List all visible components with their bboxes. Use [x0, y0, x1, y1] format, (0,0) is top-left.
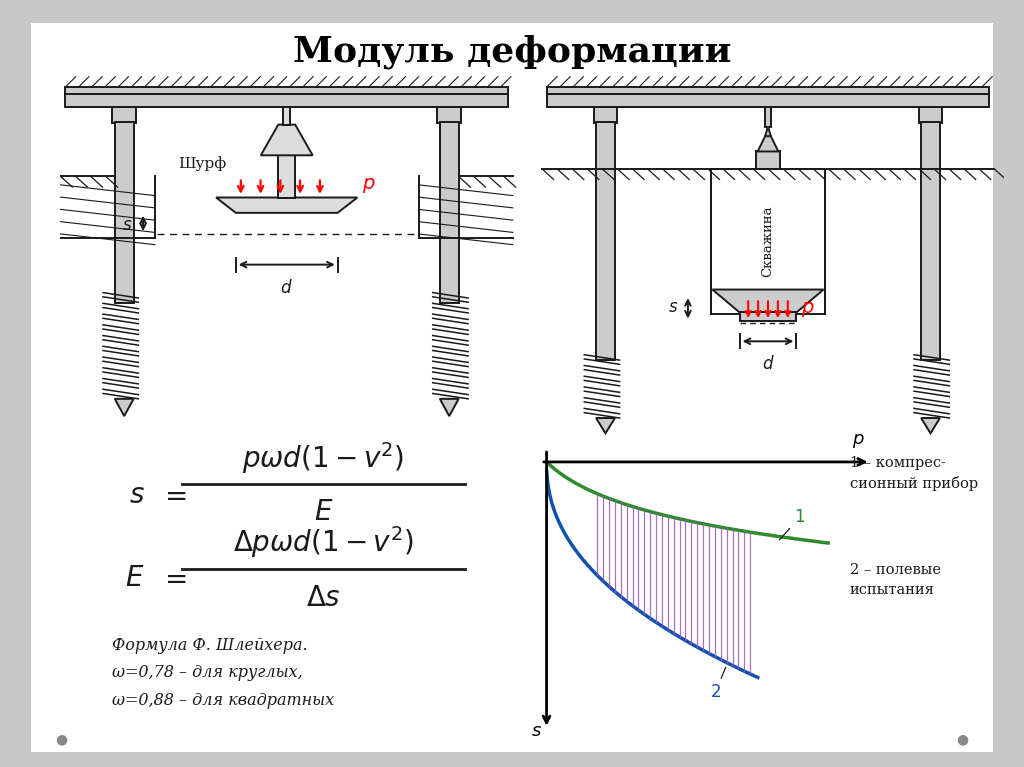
- Bar: [66, 87, 508, 94]
- Polygon shape: [216, 198, 357, 213]
- Bar: [756, 152, 780, 169]
- Polygon shape: [765, 127, 771, 137]
- Bar: [283, 107, 291, 125]
- Bar: [547, 94, 989, 107]
- Bar: [113, 107, 136, 123]
- Bar: [739, 312, 797, 321]
- Text: $E$: $E$: [125, 565, 144, 592]
- Bar: [596, 122, 614, 360]
- Text: $2$: $2$: [710, 667, 726, 700]
- Text: Шурф: Шурф: [178, 156, 226, 171]
- Text: $\Delta p\omega d\left(1 - v^2\right)$: $\Delta p\omega d\left(1 - v^2\right)$: [232, 524, 415, 560]
- Text: $d$: $d$: [281, 279, 293, 297]
- Bar: [115, 122, 133, 303]
- Polygon shape: [922, 418, 940, 433]
- Text: $s$: $s$: [669, 299, 679, 316]
- Text: Модуль деформации: Модуль деформации: [293, 35, 731, 69]
- Text: $p$: $p$: [852, 432, 865, 450]
- Text: $\Delta s$: $\Delta s$: [306, 584, 341, 612]
- Polygon shape: [115, 399, 133, 416]
- Bar: [437, 107, 461, 123]
- Text: $p\omega d\left(1 - v^2\right)$: $p\omega d\left(1 - v^2\right)$: [243, 440, 404, 476]
- Text: $=$: $=$: [159, 482, 186, 509]
- Text: $E$: $E$: [313, 499, 334, 526]
- Text: Формула Ф. Шлейхера.
ω=0,78 – для круглых,
ω=0,88 – для квадратных: Формула Ф. Шлейхера. ω=0,78 – для круглы…: [112, 637, 334, 709]
- Text: $s$: $s$: [123, 217, 133, 234]
- Bar: [279, 156, 295, 198]
- Text: Скважина: Скважина: [762, 206, 774, 278]
- Polygon shape: [758, 137, 778, 152]
- Polygon shape: [261, 125, 312, 156]
- Text: ●: ●: [956, 732, 969, 746]
- Bar: [919, 107, 942, 123]
- Bar: [594, 107, 617, 123]
- Bar: [66, 94, 508, 107]
- Bar: [440, 122, 459, 303]
- Bar: [547, 87, 989, 94]
- Text: ●: ●: [55, 732, 68, 746]
- Text: $p$: $p$: [362, 176, 376, 196]
- Text: $d$: $d$: [762, 354, 774, 373]
- Text: $s$: $s$: [531, 723, 542, 740]
- Text: 1 – компрес-
сионный прибор: 1 – компрес- сионный прибор: [850, 456, 978, 491]
- Text: $p$: $p$: [801, 301, 814, 319]
- Text: $=$: $=$: [159, 565, 186, 592]
- Text: $s$: $s$: [129, 482, 144, 509]
- Polygon shape: [596, 418, 614, 433]
- Bar: [922, 122, 940, 360]
- Text: $1$: $1$: [779, 509, 806, 540]
- Text: 2 – полевые
испытания: 2 – полевые испытания: [850, 563, 941, 597]
- Polygon shape: [713, 290, 823, 313]
- Bar: [712, 169, 824, 314]
- Polygon shape: [440, 399, 459, 416]
- Bar: [765, 107, 771, 127]
